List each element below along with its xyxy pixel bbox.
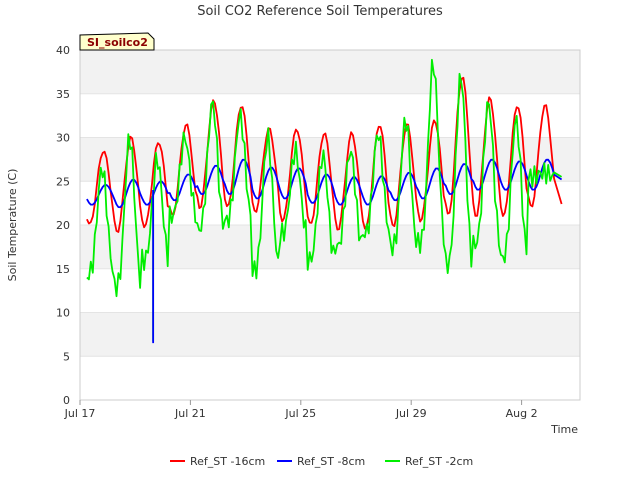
site-badge: SI_soilco2 (79, 32, 155, 51)
y-axis-label: Soil Temperature (C) (6, 169, 19, 282)
series-line-3 (86, 58, 563, 298)
y-tick-label: 40 (56, 44, 70, 57)
series-line-2 (86, 158, 563, 209)
y-tick-label: 35 (56, 88, 70, 101)
plot-band (80, 312, 580, 357)
x-axis-ticks: Jul 17 Jul 21 Jul 25 Jul 29 Aug 2 (64, 400, 538, 420)
y-tick-label: 30 (56, 132, 70, 145)
plot-band (80, 268, 580, 313)
legend-label: Ref_ST -8cm (297, 455, 365, 468)
y-tick-label: 20 (56, 219, 70, 232)
plot-band (80, 93, 580, 138)
plot-band (80, 50, 580, 94)
y-tick-label: 5 (63, 350, 70, 363)
legend: Ref_ST -16cm Ref_ST -8cm Ref_ST -2cm (170, 455, 473, 468)
site-badge-text: SI_soilco2 (87, 36, 148, 49)
legend-label: Ref_ST -16cm (190, 455, 265, 468)
series-line-1 (86, 76, 563, 233)
chart-title: Soil CO2 Reference Soil Temperatures (197, 4, 443, 19)
x-tick-label: Jul 17 (64, 407, 96, 420)
y-tick-label: 25 (56, 175, 70, 188)
x-tick-label: Jul 21 (174, 407, 206, 420)
y-tick-label: 10 (56, 307, 70, 320)
site-badge-box (79, 32, 155, 51)
y-tick-label: 0 (63, 394, 70, 407)
plot-frame (79, 49, 581, 401)
series-layer (86, 58, 563, 344)
x-tick-label: Jul 29 (395, 407, 427, 420)
y-axis-ticks: 0 5 10 15 20 25 30 35 40 (56, 44, 70, 407)
x-tick-label: Aug 2 (506, 407, 538, 420)
legend-label: Ref_ST -2cm (405, 455, 473, 468)
plot-band (80, 356, 580, 400)
x-tick-label: Jul 25 (284, 407, 316, 420)
x-axis-label: Time (550, 423, 578, 436)
y-tick-label: 15 (56, 263, 70, 276)
